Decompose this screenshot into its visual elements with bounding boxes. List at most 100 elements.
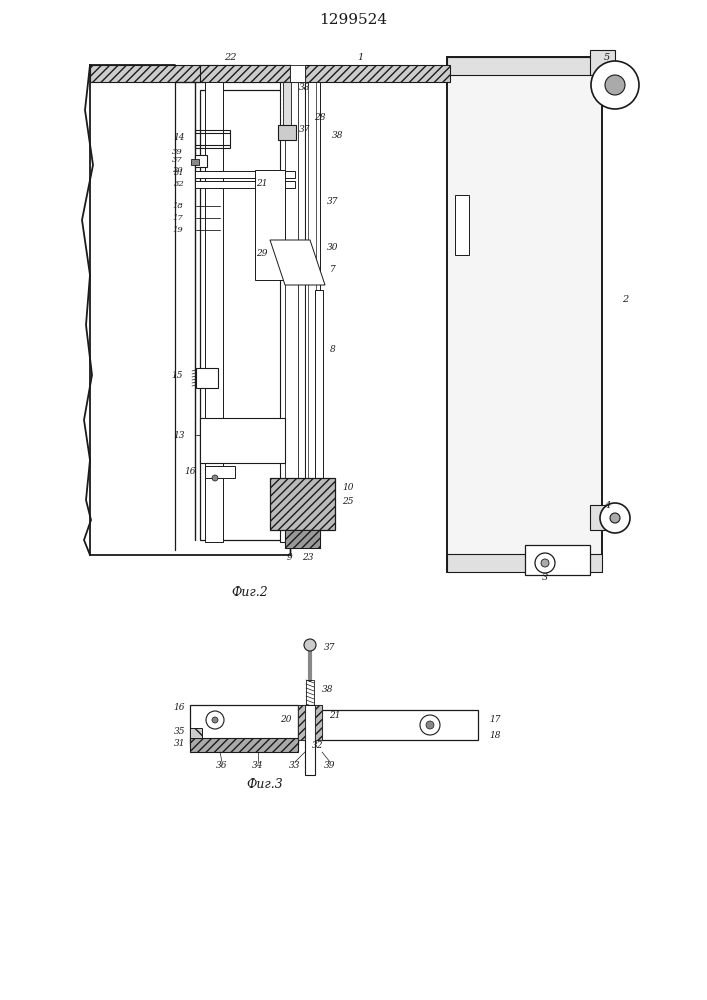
Circle shape: [304, 639, 316, 651]
Text: 20: 20: [281, 716, 292, 724]
Polygon shape: [270, 240, 325, 285]
Text: 4: 4: [604, 500, 610, 510]
Bar: [285, 530, 320, 548]
Bar: [590, 505, 615, 530]
Text: Фиг.3: Фиг.3: [247, 778, 284, 792]
Text: 18: 18: [173, 202, 183, 210]
Bar: [590, 50, 615, 75]
Bar: [195, 171, 295, 178]
Text: 28: 28: [314, 113, 326, 122]
Text: 10: 10: [342, 484, 354, 492]
Text: 7: 7: [330, 265, 336, 274]
Bar: [195, 130, 230, 148]
Bar: [200, 418, 285, 463]
Circle shape: [591, 61, 639, 109]
Text: 16: 16: [173, 704, 185, 712]
Text: 1: 1: [357, 52, 363, 62]
Text: 16: 16: [185, 468, 196, 477]
Bar: [306, 680, 314, 705]
Text: 8: 8: [330, 346, 336, 355]
Text: 19: 19: [173, 226, 183, 234]
Polygon shape: [305, 65, 450, 82]
Text: 23: 23: [303, 554, 314, 562]
Bar: [318, 710, 478, 740]
Bar: [305, 705, 315, 775]
Bar: [283, 82, 291, 127]
Bar: [255, 170, 285, 280]
Bar: [298, 705, 322, 740]
Bar: [196, 368, 218, 388]
Text: 38: 38: [332, 130, 344, 139]
Polygon shape: [285, 530, 320, 548]
Text: 32: 32: [312, 740, 324, 750]
Circle shape: [605, 75, 625, 95]
Bar: [190, 705, 298, 745]
Text: 33: 33: [289, 760, 300, 770]
Bar: [305, 82, 320, 542]
Text: 29: 29: [257, 248, 268, 257]
Circle shape: [420, 715, 440, 735]
Bar: [195, 155, 207, 167]
Text: 14: 14: [173, 133, 185, 142]
Polygon shape: [190, 728, 202, 738]
Bar: [278, 125, 296, 140]
Bar: [200, 90, 290, 540]
Text: 21: 21: [329, 710, 341, 720]
Circle shape: [541, 559, 549, 567]
Text: 2: 2: [622, 296, 628, 304]
Bar: [447, 554, 602, 572]
Text: 36: 36: [216, 760, 228, 770]
Polygon shape: [190, 738, 298, 752]
Bar: [447, 57, 602, 75]
Bar: [290, 65, 305, 82]
Polygon shape: [270, 478, 335, 530]
Text: 37: 37: [299, 125, 311, 134]
Text: 39: 39: [325, 760, 336, 770]
Text: 21: 21: [256, 178, 268, 188]
Text: 3: 3: [542, 574, 548, 582]
Text: 32: 32: [174, 180, 185, 188]
Text: 20: 20: [173, 166, 183, 174]
Text: 31: 31: [174, 169, 185, 177]
Text: 38: 38: [322, 686, 334, 694]
Text: 1299524: 1299524: [319, 13, 387, 27]
Bar: [455, 195, 469, 255]
Text: 38: 38: [299, 83, 311, 92]
Bar: [195, 181, 295, 188]
Circle shape: [426, 721, 434, 729]
Bar: [315, 290, 323, 490]
Bar: [525, 545, 590, 575]
Polygon shape: [298, 705, 305, 740]
Bar: [280, 82, 305, 542]
Polygon shape: [200, 65, 290, 82]
Text: 17: 17: [489, 716, 501, 724]
Polygon shape: [315, 705, 322, 740]
Text: 30: 30: [327, 243, 339, 252]
Bar: [205, 82, 223, 542]
Text: 39: 39: [173, 148, 183, 156]
Text: 25: 25: [342, 497, 354, 506]
Circle shape: [610, 513, 620, 523]
Text: 34: 34: [252, 760, 264, 770]
Circle shape: [535, 553, 555, 573]
Text: 31: 31: [173, 740, 185, 748]
Bar: [205, 466, 235, 478]
Text: 18: 18: [489, 730, 501, 740]
Text: 37: 37: [325, 644, 336, 652]
Text: 15: 15: [172, 371, 183, 380]
Polygon shape: [90, 65, 290, 82]
Text: 37: 37: [173, 156, 183, 164]
Bar: [447, 57, 602, 572]
Text: 5: 5: [604, 52, 610, 62]
Circle shape: [212, 717, 218, 723]
Bar: [191, 159, 199, 165]
Circle shape: [212, 475, 218, 481]
Text: 9: 9: [287, 554, 293, 562]
Text: 35: 35: [173, 728, 185, 736]
Circle shape: [600, 503, 630, 533]
Text: 17: 17: [173, 214, 183, 222]
Text: 13: 13: [173, 430, 185, 440]
Text: Фиг.2: Фиг.2: [232, 585, 269, 598]
Circle shape: [206, 711, 224, 729]
Text: 37: 37: [327, 198, 339, 207]
